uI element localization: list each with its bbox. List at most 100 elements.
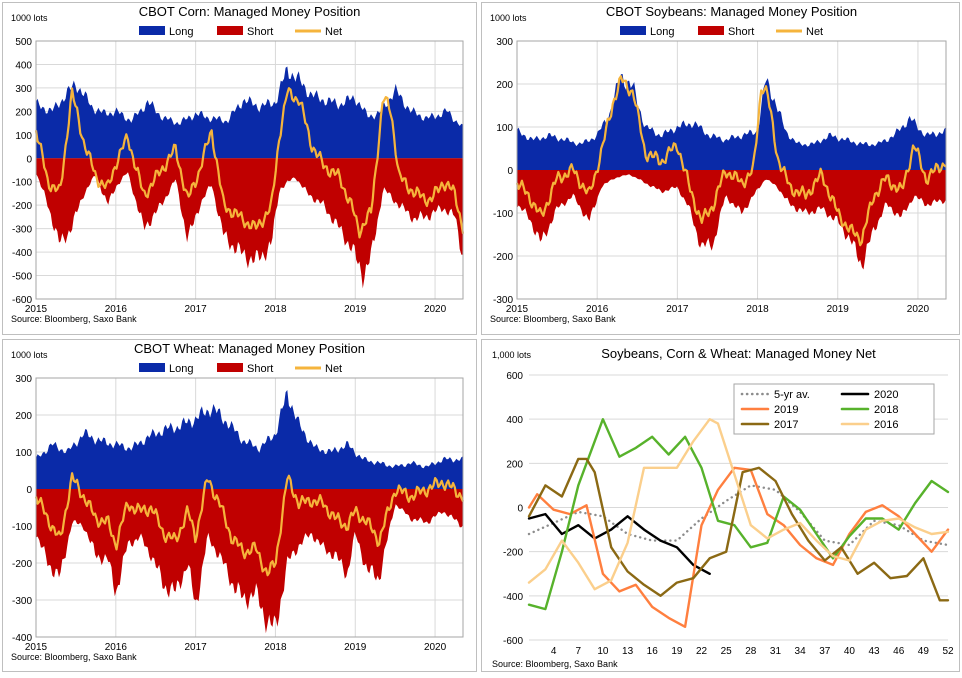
short-area xyxy=(517,170,946,270)
source-note: Source: Bloomberg, Saxo Bank xyxy=(492,659,618,669)
x-tick-label: 2015 xyxy=(506,304,529,315)
y-tick-label: -300 xyxy=(12,596,32,607)
x-tick-label: 49 xyxy=(918,646,930,657)
y-tick-label: 200 xyxy=(15,411,32,422)
x-tick-label: 10 xyxy=(597,646,609,657)
series-line-2020 xyxy=(527,512,711,575)
y-tick-label: -400 xyxy=(503,592,523,603)
x-tick-label: 22 xyxy=(696,646,708,657)
net-line xyxy=(34,87,465,239)
net-line xyxy=(515,75,947,247)
legend-swatch xyxy=(620,26,646,35)
short-area xyxy=(36,489,463,634)
chart-title: CBOT Soybeans: Managed Money Position xyxy=(606,4,857,19)
long-area xyxy=(36,66,463,159)
combined-chart: Soybeans, Corn & Wheat: Managed Money Ne… xyxy=(492,346,954,669)
legend-swatch xyxy=(139,363,165,372)
x-tick-label: 2017 xyxy=(185,304,208,315)
x-tick-label: 2019 xyxy=(344,642,367,653)
y-tick-label: 400 xyxy=(15,60,32,71)
y-tick-label: 300 xyxy=(15,84,32,95)
net-line xyxy=(34,472,465,577)
y-tick-label: -200 xyxy=(503,548,523,559)
x-tick-label: 2016 xyxy=(105,642,128,653)
wheat-chart: CBOT Wheat: Managed Money Position 1000 l… xyxy=(11,341,465,662)
y-tick-label: -400 xyxy=(12,633,32,644)
x-tick-label: 28 xyxy=(745,646,757,657)
legend-label: Net xyxy=(325,26,342,38)
series-line-2019 xyxy=(527,466,950,628)
soybeans-panel: CBOT Soybeans: Managed Money Position 100… xyxy=(481,2,960,335)
y-tick-label: 100 xyxy=(15,131,32,142)
legend-label: Net xyxy=(806,26,823,38)
y-tick-label: -300 xyxy=(12,225,32,236)
x-tick-label: 43 xyxy=(868,646,880,657)
y-tick-label: 0 xyxy=(26,154,32,165)
plot-border xyxy=(35,377,464,638)
x-tick-label: 2020 xyxy=(424,304,447,315)
x-tick-label: 52 xyxy=(942,646,954,657)
y-unit-label: 1,000 lots xyxy=(492,350,532,360)
short-area xyxy=(36,158,463,289)
x-tick-label: 34 xyxy=(795,646,807,657)
legend-label: Short xyxy=(247,363,273,375)
x-tick-label: 2017 xyxy=(185,642,208,653)
y-tick-label: -600 xyxy=(503,636,523,647)
y-tick-label: 100 xyxy=(15,448,32,459)
corn-panel: CBOT Corn: Managed Money Position 1000 lo… xyxy=(2,2,477,335)
x-tick-label: 2020 xyxy=(907,304,930,315)
chart-title: Soybeans, Corn & Wheat: Managed Money Ne… xyxy=(601,346,876,361)
corn-chart: CBOT Corn: Managed Money Position 1000 lo… xyxy=(11,4,465,324)
wheat-panel: CBOT Wheat: Managed Money Position 1000 l… xyxy=(2,339,477,672)
x-tick-label: 7 xyxy=(576,646,582,657)
y-tick-label: 300 xyxy=(15,374,32,385)
y-tick-label: 200 xyxy=(496,80,513,91)
y-tick-label: 600 xyxy=(506,371,523,382)
y-unit-label: 1000 lots xyxy=(490,13,527,23)
chart-title: CBOT Wheat: Managed Money Position xyxy=(134,341,365,356)
y-tick-label: -500 xyxy=(12,272,32,283)
source-note: Source: Bloomberg, Saxo Bank xyxy=(11,652,137,662)
y-tick-label: -400 xyxy=(12,248,32,259)
y-tick-label: 500 xyxy=(15,37,32,48)
legend-label: Short xyxy=(728,26,754,38)
plot-border xyxy=(35,40,464,300)
legend-label: 2017 xyxy=(774,419,798,431)
chart-title: CBOT Corn: Managed Money Position xyxy=(139,4,361,19)
x-tick-label: 4 xyxy=(551,646,557,657)
series-line-2016 xyxy=(527,418,950,591)
y-tick-label: 0 xyxy=(26,485,32,496)
y-tick-label: 0 xyxy=(507,166,513,177)
x-tick-label: 2017 xyxy=(666,304,689,315)
legend-label: 5-yr av. xyxy=(774,389,810,401)
x-tick-label: 16 xyxy=(647,646,659,657)
legend-label: 2016 xyxy=(874,419,898,431)
x-tick-label: 25 xyxy=(721,646,733,657)
y-tick-label: 200 xyxy=(506,459,523,470)
legend-label: 2019 xyxy=(774,404,798,416)
x-tick-label: 2018 xyxy=(746,304,769,315)
y-unit-label: 1000 lots xyxy=(11,350,48,360)
plot-border xyxy=(516,40,947,300)
series-line-2018 xyxy=(527,418,950,611)
x-tick-label: 2018 xyxy=(264,642,287,653)
x-tick-label: 2016 xyxy=(105,304,128,315)
legend-label: Long xyxy=(169,26,193,38)
x-tick-label: 2020 xyxy=(424,642,447,653)
legend-label: Long xyxy=(169,363,193,375)
y-tick-label: 0 xyxy=(517,504,523,515)
x-tick-label: 2016 xyxy=(586,304,609,315)
source-note: Source: Bloomberg, Saxo Bank xyxy=(11,314,137,324)
long-area xyxy=(36,390,463,489)
series-line-2017 xyxy=(527,457,950,602)
y-tick-label: -200 xyxy=(12,201,32,212)
legend-label: 2018 xyxy=(874,404,898,416)
y-tick-label: 400 xyxy=(506,415,523,426)
y-tick-label: -200 xyxy=(493,252,513,263)
soybeans-chart: CBOT Soybeans: Managed Money Position 100… xyxy=(490,4,947,324)
legend-swatch xyxy=(698,26,724,35)
combined-panel: Soybeans, Corn & Wheat: Managed Money Ne… xyxy=(481,339,960,672)
y-tick-label: 100 xyxy=(496,123,513,134)
x-tick-label: 13 xyxy=(622,646,634,657)
x-tick-label: 31 xyxy=(770,646,782,657)
